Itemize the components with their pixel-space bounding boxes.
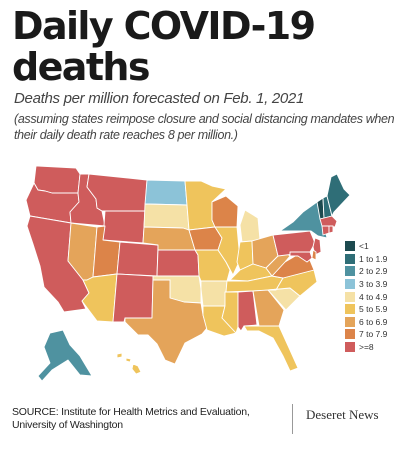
legend-item: 2 to 2.9 [345, 265, 399, 278]
legend-swatch [345, 316, 355, 327]
chart-subtitle: Deaths per million forecasted on Feb. 1,… [14, 90, 305, 107]
legend-item: <1 [345, 240, 399, 253]
legend-swatch [345, 279, 355, 290]
state-north-dakota [144, 179, 188, 206]
legend-label: 3 to 3.9 [359, 279, 388, 290]
legend-label: 7 to 7.9 [359, 329, 388, 340]
legend-swatch [345, 241, 355, 252]
legend-item: 4 to 4.9 [345, 290, 399, 303]
footer-divider [292, 404, 293, 434]
state-rhode-island [328, 225, 334, 234]
state-washington [33, 165, 81, 194]
legend-swatch [345, 342, 355, 353]
legend-label: 1 to 1.9 [359, 253, 388, 264]
state-wyoming [102, 210, 146, 244]
state-illinois [214, 226, 241, 276]
state-connecticut [321, 225, 330, 236]
legend-label: <1 [359, 241, 369, 252]
legend-label: 2 to 2.9 [359, 266, 388, 277]
legend-label: 4 to 4.9 [359, 291, 388, 302]
state-maryland [289, 251, 313, 263]
legend-label: 6 to 6.9 [359, 316, 388, 327]
us-states-map [25, 165, 351, 382]
state-michigan [239, 209, 261, 243]
chart-note: (assuming states reimpose closure and so… [14, 112, 395, 142]
state-maine [326, 173, 351, 217]
legend-swatch [345, 253, 355, 264]
state-pennsylvania [272, 230, 316, 257]
state-wisconsin [211, 195, 239, 228]
legend-item: 3 to 3.9 [345, 278, 399, 291]
legend-item: 7 to 7.9 [345, 328, 399, 341]
state-georgia [252, 289, 285, 327]
state-florida [243, 325, 299, 372]
state-new-jersey [312, 237, 322, 256]
legend-item: >=8 [345, 341, 399, 354]
state-massachusetts [319, 215, 338, 228]
state-alaska [37, 329, 93, 382]
state-south-dakota [143, 203, 190, 231]
state-arkansas [200, 280, 228, 307]
state-new-mexico [112, 273, 154, 323]
legend-swatch [345, 329, 355, 340]
legend-item: 1 to 1.9 [345, 253, 399, 266]
state-colorado [116, 241, 159, 277]
legend-item: 6 to 6.9 [345, 316, 399, 329]
legend-label: >=8 [359, 342, 374, 353]
state-kansas [156, 249, 200, 277]
legend-swatch [345, 266, 355, 277]
publisher-logo: Deseret News [306, 407, 379, 422]
legend-label: 5 to 5.9 [359, 304, 388, 315]
state-delaware [311, 249, 317, 261]
map-legend: <1 1 to 1.9 2 to 2.9 3 to 3.9 4 to 4.9 5… [345, 240, 399, 353]
state-hawaii [116, 352, 142, 375]
legend-swatch [345, 304, 355, 315]
chart-title: Daily COVID-19 deaths [12, 4, 316, 89]
state-arizona [81, 273, 118, 323]
legend-swatch [345, 291, 355, 302]
state-texas [124, 279, 208, 365]
legend-item: 5 to 5.9 [345, 303, 399, 316]
source-credit: SOURCE: Institute for Health Metrics and… [12, 406, 250, 431]
